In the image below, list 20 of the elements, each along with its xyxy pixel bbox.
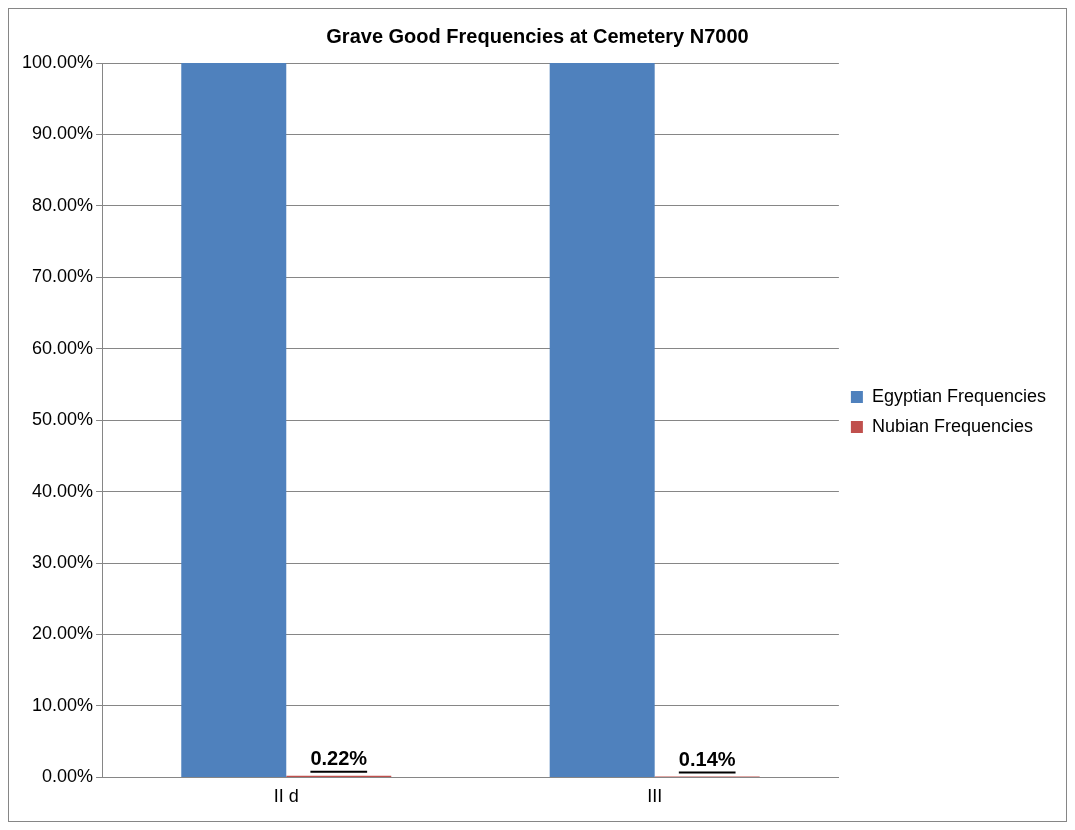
y-tick-label: 90.00% [32, 123, 94, 144]
y-tick-label: 40.00% [32, 480, 94, 501]
y-tick-label: 50.00% [32, 409, 94, 430]
x-tick-label: II d [273, 786, 299, 807]
chart-title: Grave Good Frequencies at Cemetery N7000 [326, 24, 749, 47]
y-tick-label: 10.00% [32, 694, 94, 715]
y-tick-label: 20.00% [32, 623, 94, 644]
y-tick-label: 0.00% [42, 766, 94, 787]
y-tick-label: 80.00% [32, 194, 94, 215]
y-tick-label: 100.00% [22, 51, 94, 72]
x-tick-label: III [647, 786, 663, 807]
y-tick-label: 30.00% [32, 552, 94, 573]
y-tick-label: 60.00% [32, 337, 94, 358]
data-label: 0.22% [310, 747, 368, 770]
legend-label: Nubian Frequencies [871, 415, 1034, 436]
data-label: 0.14% [678, 747, 736, 770]
bar [181, 63, 287, 777]
bar [549, 63, 655, 777]
y-tick-label: 70.00% [32, 266, 94, 287]
legend-label: Egyptian Frequencies [871, 385, 1047, 406]
